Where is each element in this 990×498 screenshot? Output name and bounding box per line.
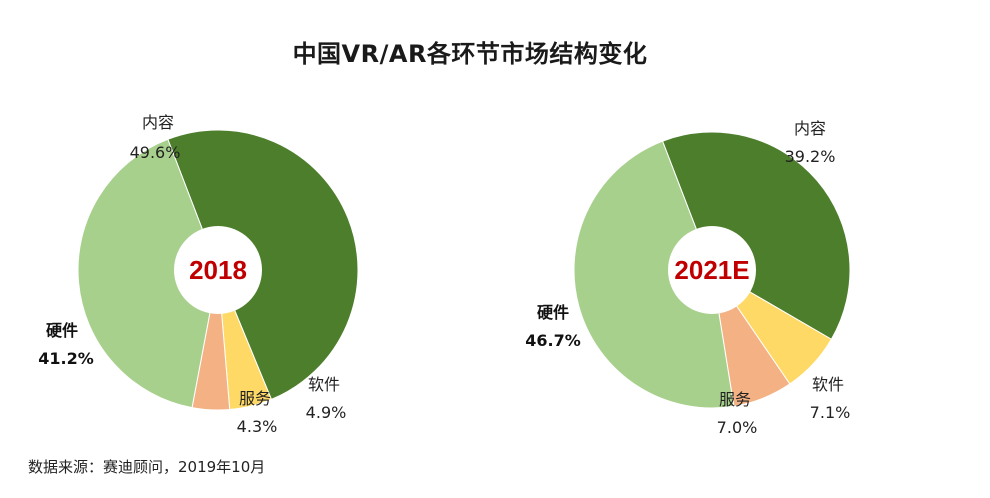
slice-label-service-2021e: 服务 xyxy=(719,390,751,409)
slice-label-content-2018: 内容 xyxy=(142,113,174,132)
slice-label-hardware-2018: 硬件 xyxy=(46,321,78,340)
slice-value-service-2021e: 7.0% xyxy=(717,418,758,437)
slice-value-software-2021e: 7.1% xyxy=(810,403,851,422)
slice-label-software-2018: 软件 xyxy=(308,375,340,394)
center-label-2021e: 2021E xyxy=(674,255,749,285)
donut-hole-2021e xyxy=(668,226,756,314)
slice-value-hardware-2021e: 46.7% xyxy=(525,331,581,350)
donut-chart-2021e: 2021E 内容 39.2% 软件 7.1% 服务 7.0% 硬件 46.7% xyxy=(525,119,851,437)
slice-label-content-2021e: 内容 xyxy=(794,119,826,138)
donut-chart-2018: 2018 内容 49.6% 软件 4.9% 服务 4.3% 硬件 41.2% xyxy=(38,113,359,436)
slice-value-content-2018: 49.6% xyxy=(130,143,181,162)
slice-value-service-2018: 4.3% xyxy=(237,417,278,436)
data-source-note: 数据来源：赛迪顾问，2019年10月 xyxy=(28,458,266,476)
slice-value-hardware-2018: 41.2% xyxy=(38,349,94,368)
slice-hardware-2021e xyxy=(573,140,735,409)
slice-content-2021e xyxy=(661,131,851,340)
slice-content-2018 xyxy=(167,129,359,401)
slice-label-service-2018: 服务 xyxy=(239,389,271,408)
slice-label-software-2021e: 软件 xyxy=(812,375,844,394)
slice-label-hardware-2021e: 硬件 xyxy=(537,303,569,322)
slice-value-content-2021e: 39.2% xyxy=(785,147,836,166)
center-label-2018: 2018 xyxy=(189,255,247,285)
donut-slices-2021e xyxy=(573,131,851,409)
chart-title: 中国VR/AR各环节市场结构变化 xyxy=(292,40,648,68)
slice-value-software-2018: 4.9% xyxy=(306,403,347,422)
slice-hardware-2018 xyxy=(77,138,219,409)
donut-slices-2018 xyxy=(77,129,359,411)
donut-hole-2018 xyxy=(174,226,262,314)
